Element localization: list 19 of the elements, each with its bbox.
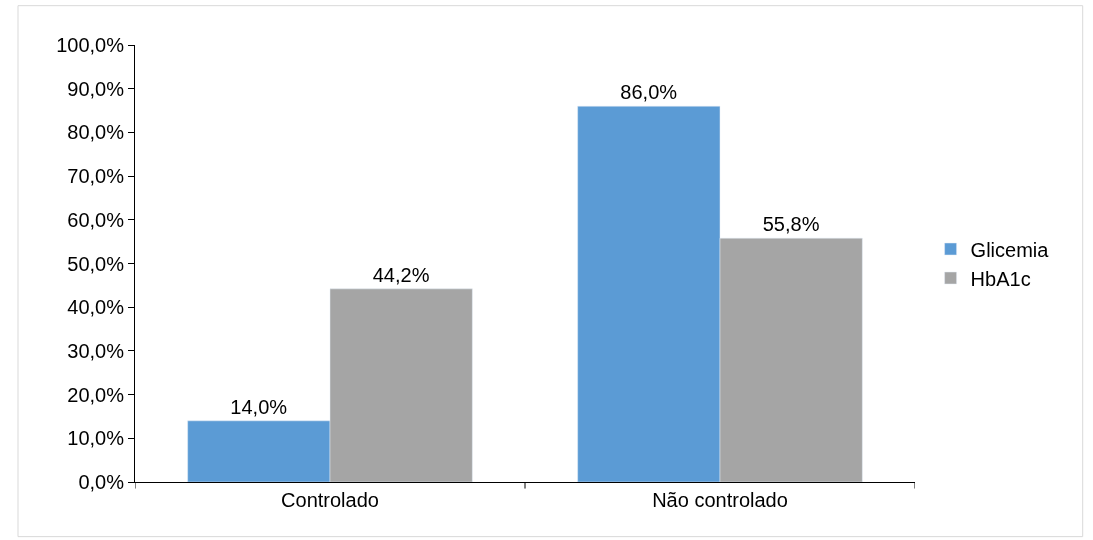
legend-label: Glicemia (970, 238, 1050, 261)
data-label: 55,8% (762, 213, 820, 236)
y-tick-label: 20,0% (67, 383, 125, 406)
data-label: 14,0% (230, 395, 288, 418)
y-tick-label: 60,0% (67, 208, 125, 231)
data-label: 44,2% (372, 263, 430, 286)
x-tick-label: Não controlado (652, 489, 788, 511)
y-tick-label: 90,0% (67, 77, 125, 100)
legend-label: HbA1c (970, 267, 1031, 290)
y-tick-label: 0,0% (78, 471, 125, 493)
y-tick-label: 100,0% (56, 34, 125, 56)
y-tick-label: 40,0% (67, 296, 125, 319)
y-tick-label: 10,0% (67, 427, 125, 450)
y-tick-label: 50,0% (67, 252, 125, 275)
y-tick-label: 80,0% (67, 121, 125, 144)
x-tick-label: Controlado (281, 489, 379, 511)
y-tick-label: 30,0% (67, 339, 125, 362)
y-tick-label: 70,0% (67, 165, 125, 188)
data-label: 86,0% (620, 81, 678, 104)
